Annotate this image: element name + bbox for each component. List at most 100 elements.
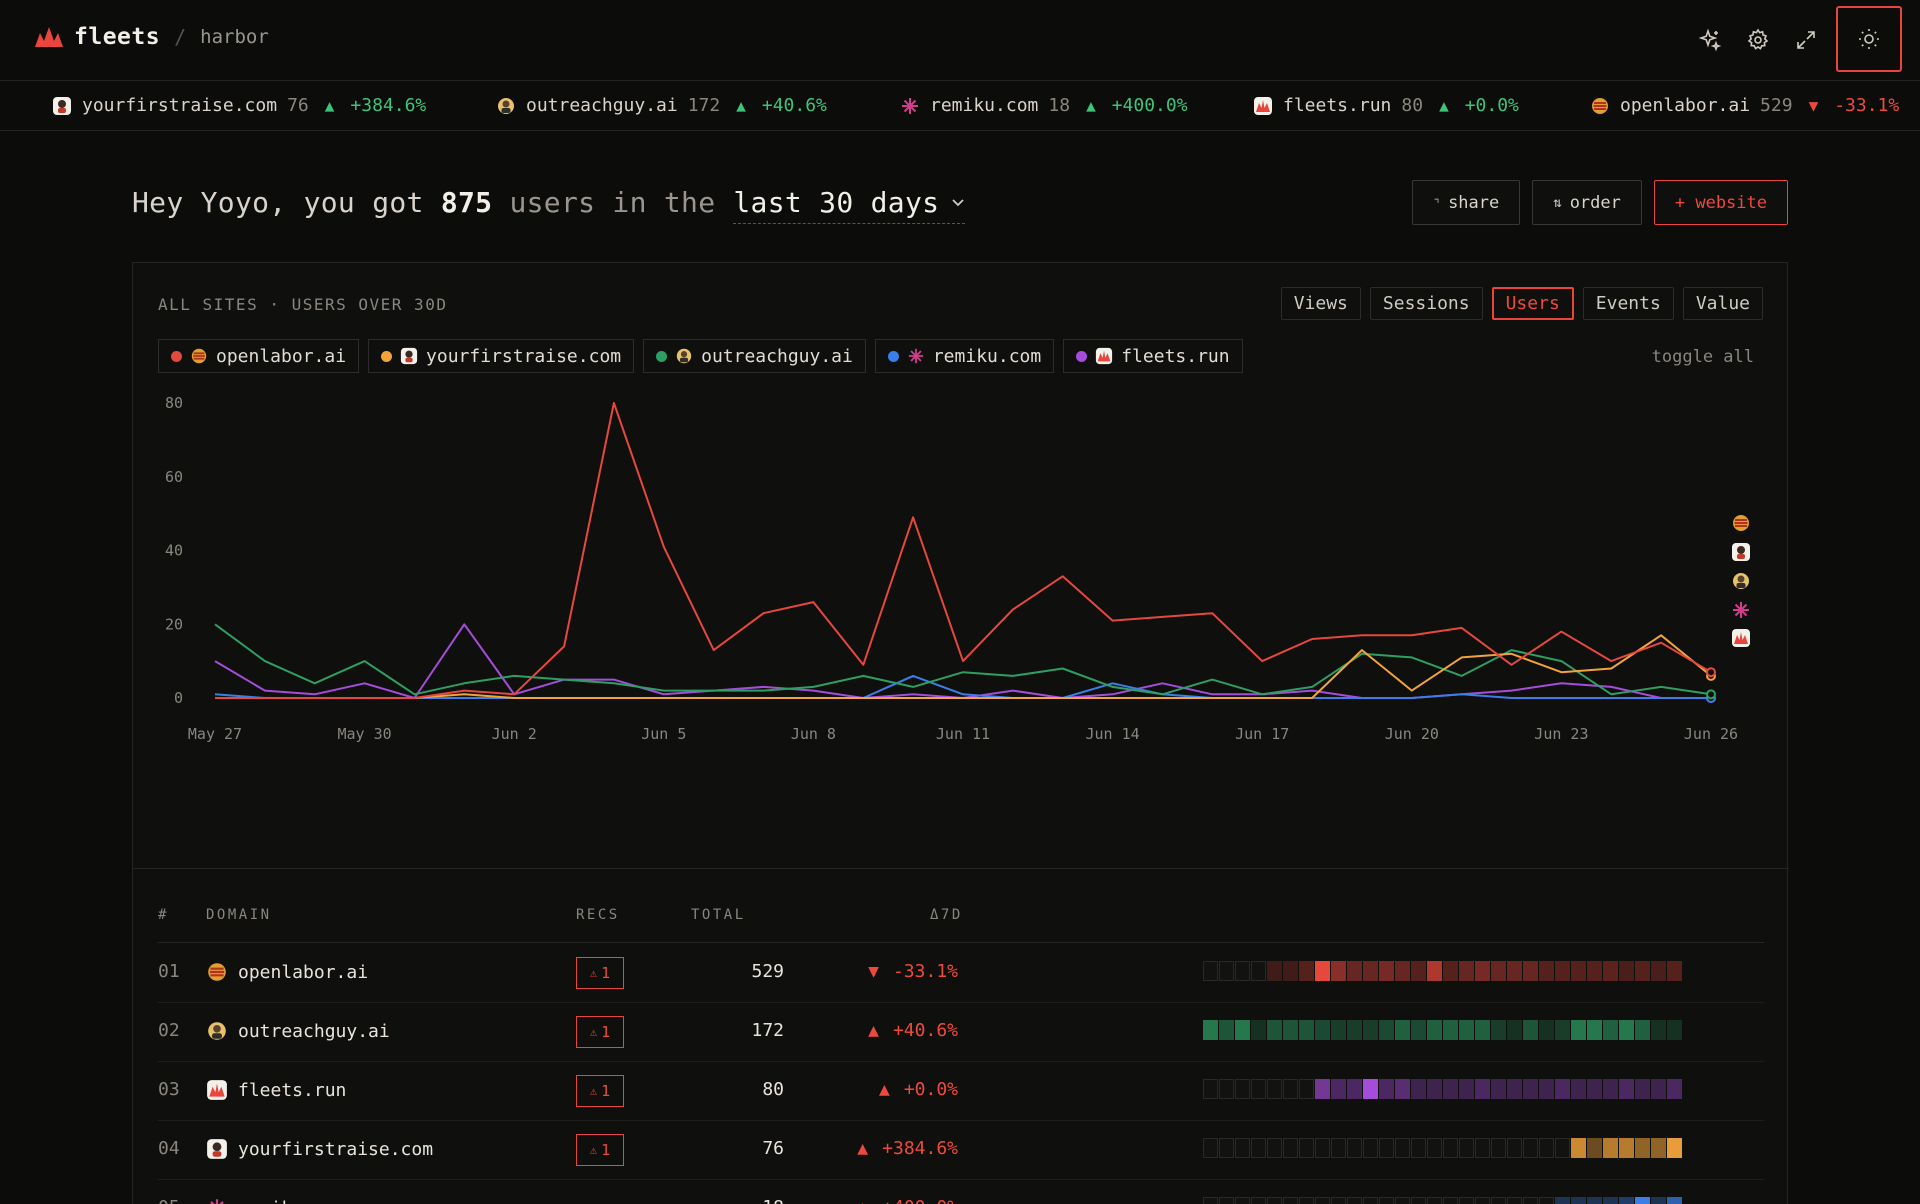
series-end-favicon	[1733, 515, 1749, 531]
greeting-mid: users in the	[492, 186, 716, 219]
sparkline-cell	[1475, 961, 1490, 981]
domain-label[interactable]: fleets.run	[238, 1079, 347, 1101]
row-delta: ▼ -33.1%	[758, 961, 958, 982]
x-tick-label: Jun 26	[1684, 725, 1738, 743]
legend-dot	[1076, 350, 1088, 362]
delta-value: +40.6%	[892, 1020, 958, 1041]
sparkline-cell	[1203, 1197, 1218, 1204]
sparkline-cell	[1347, 1020, 1362, 1040]
sparkline-cell	[1299, 1138, 1314, 1158]
row-delta: ▲ +384.6%	[758, 1138, 958, 1159]
ticker-item[interactable]: fleets.run 80 ▲ +0.0%	[1253, 95, 1519, 116]
legend-item-remiku-com[interactable]: remiku.com	[874, 339, 1055, 373]
add-website-button[interactable]: + website	[1653, 180, 1788, 225]
legend-label: fleets.run	[1121, 345, 1230, 367]
legend-dot	[656, 350, 668, 362]
brand[interactable]: fleets / harbor	[34, 24, 269, 50]
share-button[interactable]: ⌝ share	[1411, 180, 1521, 225]
sparkline-cell	[1491, 1020, 1506, 1040]
table-row[interactable]: 05 remiku.com – 18 ▲ +400.0%	[158, 1180, 1764, 1204]
ticker-item[interactable]: remiku.com 18 ▲ +400.0%	[900, 95, 1188, 116]
sparkline-cell	[1267, 1020, 1282, 1040]
col-recs[interactable]: RECS	[576, 907, 620, 923]
legend-item-yourfirstraise-com[interactable]: yourfirstraise.com	[368, 339, 635, 373]
sparkline-cell	[1315, 1138, 1330, 1158]
users-line-chart: 0 20 40 60 80 May 27 May 30 Jun 2 Jun 5 Jun 8 Jun …	[165, 394, 1750, 743]
col-delta[interactable]: Δ7D	[930, 907, 963, 923]
legend-item-outreachguy-ai[interactable]: outreachguy.ai	[643, 339, 866, 373]
fleets-run-favicon-icon	[1095, 347, 1113, 365]
tab-sessions[interactable]: Sessions	[1369, 287, 1483, 320]
openlabor-ai-favicon-icon	[190, 347, 208, 365]
row-sparkline	[1203, 1197, 1682, 1204]
domain-label[interactable]: outreachguy.ai	[238, 1020, 390, 1042]
ticker-domain: yourfirstraise.com	[82, 95, 278, 116]
add-website-label: + website	[1674, 192, 1767, 213]
outreachguy-ai-favicon-icon	[675, 347, 693, 365]
sparkline-cell	[1523, 1197, 1538, 1204]
ticker-item[interactable]: yourfirstraise.com 76 ▲ +384.6%	[52, 95, 426, 116]
row-total: 76	[762, 1138, 784, 1159]
domain-label[interactable]: openlabor.ai	[238, 961, 369, 983]
table-row[interactable]: 01 openlabor.ai ⚠ 1 529 ▼ -33.1%	[158, 944, 1764, 1003]
sparkline-cell	[1443, 1079, 1458, 1099]
ticker-item[interactable]: outreachguy.ai 172 ▲ +40.6%	[496, 95, 827, 116]
date-range-value: last 30 days	[733, 186, 940, 219]
recs-badge[interactable]: ⚠ 1	[576, 1016, 624, 1048]
sparkline-cell	[1459, 1197, 1474, 1204]
table-row[interactable]: 04 yourfirstraise.com ⚠ 1 76 ▲ +384.6%	[158, 1121, 1764, 1180]
tab-views[interactable]: Views	[1280, 287, 1361, 320]
sparkline-cell	[1427, 961, 1442, 981]
sparkline-cell	[1331, 1138, 1346, 1158]
sparkline-cell	[1555, 1197, 1570, 1204]
outreachguy-ai-favicon-icon	[206, 1020, 228, 1042]
toggle-all-link[interactable]: toggle all	[1651, 347, 1754, 367]
sparkline-cell	[1587, 961, 1602, 981]
sparkline-cell	[1603, 961, 1618, 981]
x-tick-label: May 30	[338, 725, 392, 743]
sparkline-cell	[1331, 961, 1346, 981]
recs-count: 1	[601, 964, 611, 982]
sparkline-cell	[1411, 1079, 1426, 1099]
tab-value[interactable]: Value	[1682, 287, 1763, 320]
recs-badge[interactable]: ⚠ 1	[576, 1075, 624, 1107]
ticker-item[interactable]: openlabor.ai 529 ▼ -33.1%	[1590, 95, 1899, 116]
recs-badge[interactable]: ⚠ 1	[576, 1134, 624, 1166]
table-row[interactable]: 02 outreachguy.ai ⚠ 1 172 ▲ +40.6%	[158, 1003, 1764, 1062]
legend-item-openlabor-ai[interactable]: openlabor.ai	[158, 339, 360, 373]
warning-icon: ⚠	[589, 1084, 598, 1098]
tab-users[interactable]: Users	[1491, 287, 1574, 320]
sparkline-cell	[1219, 961, 1234, 981]
col-domain[interactable]: DOMAIN	[206, 907, 272, 923]
x-tick-label: Jun 23	[1534, 725, 1588, 743]
recs-badge[interactable]: ⚠ 1	[576, 957, 624, 989]
col-num[interactable]: #	[158, 907, 169, 923]
sparkline-cell	[1619, 1138, 1634, 1158]
project-name[interactable]: harbor	[200, 26, 269, 48]
recs-count: 1	[601, 1023, 611, 1041]
legend-label: openlabor.ai	[216, 345, 347, 367]
y-tick-label: 0	[174, 689, 183, 707]
fullscreen-button[interactable]	[1782, 6, 1830, 74]
legend-item-fleets-run[interactable]: fleets.run	[1063, 339, 1243, 373]
row-sparkline	[1203, 961, 1682, 981]
y-tick-label: 40	[165, 542, 183, 560]
order-button[interactable]: ⇅ order	[1532, 180, 1642, 225]
sparkline-cell	[1667, 1079, 1682, 1099]
sparkline-cell	[1395, 961, 1410, 981]
legend-label: outreachguy.ai	[701, 345, 853, 367]
settings-button[interactable]	[1734, 6, 1782, 74]
date-range-select[interactable]: last 30 days	[733, 186, 966, 224]
table-row[interactable]: 03 fleets.run ⚠ 1 80 ▲ +0.0%	[158, 1062, 1764, 1121]
series-line-remiku-com	[214, 674, 1711, 699]
tab-events[interactable]: Events	[1582, 287, 1674, 320]
sparkline-cell	[1587, 1138, 1602, 1158]
theme-toggle-button[interactable]	[1836, 6, 1902, 72]
sparkline-cell	[1411, 1020, 1426, 1040]
x-tick-label: Jun 5	[641, 725, 686, 743]
col-total[interactable]: TOTAL	[691, 907, 746, 923]
domain-label[interactable]: remiku.com	[238, 1198, 346, 1204]
sparkles-button[interactable]	[1686, 6, 1734, 74]
domain-label[interactable]: yourfirstraise.com	[238, 1138, 434, 1160]
arrow-up-icon: ▲	[1086, 96, 1096, 115]
